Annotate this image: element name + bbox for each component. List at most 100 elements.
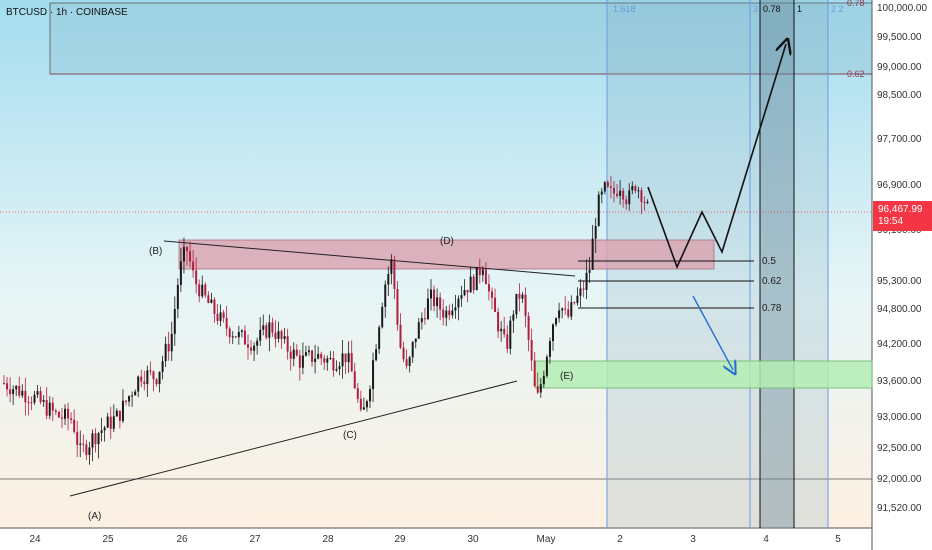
candle-body bbox=[631, 186, 634, 191]
candle-body bbox=[613, 187, 615, 194]
time-axis-labels: 24 25 26 27 28 29 30 May 2 3 4 5 bbox=[29, 534, 841, 545]
candle-body bbox=[195, 270, 198, 285]
support-zone-e bbox=[534, 360, 873, 389]
candle-body bbox=[12, 389, 15, 395]
candle-countdown: 19:54 bbox=[878, 216, 904, 227]
candle-body bbox=[414, 338, 417, 342]
candle-body bbox=[442, 309, 445, 318]
candle-body bbox=[283, 336, 286, 340]
candle-body bbox=[320, 353, 323, 359]
candle-body bbox=[256, 340, 259, 346]
price-tick-label: 92,500.00 bbox=[877, 443, 922, 454]
candle-body bbox=[365, 401, 368, 408]
candle-body bbox=[134, 391, 137, 396]
current-price-tag: 96,467.99 19:54 bbox=[873, 201, 932, 231]
candle-body bbox=[301, 355, 304, 368]
candle-body bbox=[512, 314, 515, 321]
candle-body bbox=[515, 293, 518, 315]
candle-body bbox=[347, 353, 350, 363]
price-axis-background bbox=[872, 0, 932, 550]
candle-body bbox=[588, 269, 591, 273]
candle-body bbox=[317, 353, 320, 359]
wave-label-b: (B) bbox=[149, 246, 162, 257]
candle-body bbox=[265, 325, 268, 338]
candle-body bbox=[286, 336, 289, 352]
candle-body bbox=[472, 276, 475, 291]
candle-body bbox=[344, 353, 347, 363]
candle-body bbox=[451, 310, 454, 316]
time-axis-background bbox=[0, 528, 872, 550]
time-tick-label: 27 bbox=[249, 534, 261, 545]
candle-body bbox=[231, 336, 234, 338]
candle-body bbox=[42, 400, 45, 402]
candle-body bbox=[140, 376, 143, 382]
candle-body bbox=[576, 295, 579, 304]
candle-body bbox=[396, 288, 399, 325]
candle-body bbox=[91, 433, 94, 448]
candle-body bbox=[326, 358, 329, 363]
time-tick-label: May bbox=[537, 534, 556, 545]
candle-body bbox=[15, 385, 18, 390]
candle-body bbox=[646, 201, 649, 203]
candle-body bbox=[51, 402, 54, 411]
candle-body bbox=[164, 343, 167, 362]
candle-body bbox=[341, 353, 344, 367]
candle-body bbox=[106, 416, 109, 428]
candle-body bbox=[54, 410, 57, 412]
candle-body bbox=[152, 371, 155, 380]
candle-body bbox=[280, 331, 283, 340]
candle-body bbox=[545, 356, 548, 376]
candle-body bbox=[76, 431, 79, 445]
candle-body bbox=[210, 299, 213, 303]
candle-body bbox=[500, 328, 503, 332]
time-tick-label: 4 bbox=[763, 534, 769, 545]
candle-body bbox=[573, 302, 576, 304]
candle-body bbox=[271, 322, 274, 333]
candle-body bbox=[167, 343, 170, 352]
price-tick-label: 93,000.00 bbox=[877, 412, 922, 423]
candle-body bbox=[362, 407, 365, 410]
candle-body bbox=[128, 396, 131, 402]
candle-body bbox=[39, 391, 42, 402]
candle-body bbox=[213, 299, 216, 314]
candle-body bbox=[240, 330, 243, 332]
time-tick-label: 29 bbox=[394, 534, 406, 545]
candle-body bbox=[497, 311, 500, 332]
candle-body bbox=[289, 351, 292, 359]
candle-body bbox=[332, 358, 335, 371]
price-tick-label: 94,200.00 bbox=[877, 339, 922, 350]
candle-body bbox=[390, 259, 393, 274]
candle-body bbox=[408, 357, 411, 366]
bearish-alt-arrow bbox=[692, 295, 733, 370]
current-price-value: 96,467.99 bbox=[878, 204, 923, 215]
price-tick-label: 91,520.00 bbox=[877, 503, 922, 514]
candle-body bbox=[204, 284, 207, 296]
price-tick-label: 92,000.00 bbox=[877, 474, 922, 485]
candle-body bbox=[527, 316, 530, 340]
candle-body bbox=[179, 261, 182, 285]
fib-level-062-label: 0.62 bbox=[762, 276, 782, 287]
candle-body bbox=[253, 345, 256, 351]
candle-body bbox=[9, 389, 12, 395]
candle-body bbox=[146, 370, 149, 385]
candle-body bbox=[457, 298, 460, 308]
candle-body bbox=[228, 328, 231, 338]
candle-body bbox=[350, 353, 353, 372]
candle-body bbox=[6, 383, 9, 390]
symbol-title[interactable]: BTCUSD · 1h · COINBASE bbox=[6, 7, 128, 18]
candle-body bbox=[27, 402, 30, 404]
candle-body bbox=[262, 325, 265, 330]
candle-body bbox=[378, 327, 381, 350]
candle-body bbox=[387, 273, 390, 285]
candle-body bbox=[494, 297, 497, 312]
price-tick-label: 98,500.00 bbox=[877, 90, 922, 101]
candle-body bbox=[161, 361, 164, 372]
price-tick-label: 99,500.00 bbox=[877, 32, 922, 43]
candle-body bbox=[186, 246, 188, 252]
triangle-lower-trendline bbox=[69, 380, 518, 497]
upper-target-box bbox=[49, 2, 873, 75]
candle-body bbox=[67, 408, 70, 419]
candle-body bbox=[268, 322, 271, 338]
